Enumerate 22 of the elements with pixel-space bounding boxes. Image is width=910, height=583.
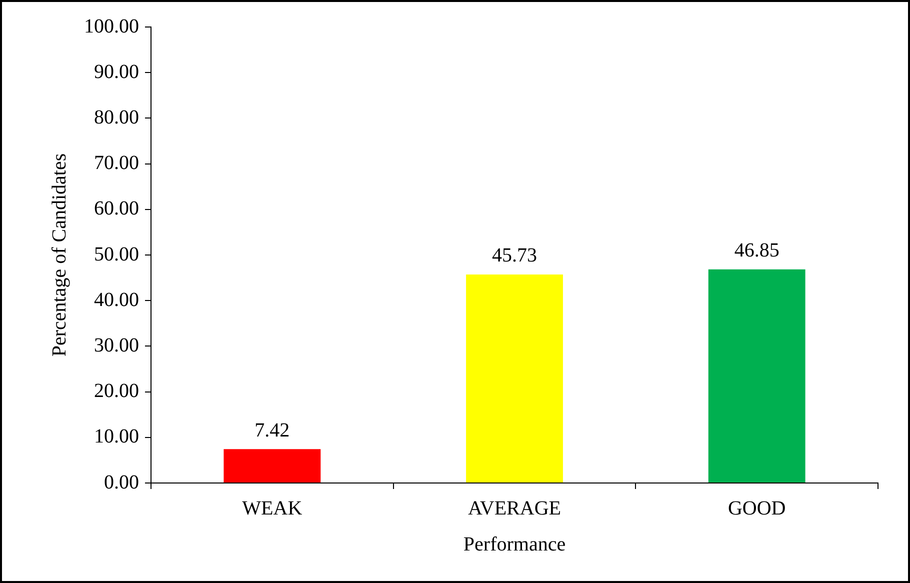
data-label: 46.85 xyxy=(734,240,780,262)
y-tick-label: 60.00 xyxy=(94,198,139,220)
y-tick-label: 30.00 xyxy=(94,334,139,356)
y-tick-label: 0.00 xyxy=(104,471,139,494)
x-axis-title: Performance xyxy=(463,533,566,556)
bar xyxy=(224,449,321,482)
y-tick-label: 100.00 xyxy=(84,15,139,38)
data-label: 45.73 xyxy=(492,244,537,267)
x-tick-label: AVERAGE xyxy=(468,497,561,520)
bar xyxy=(708,269,806,482)
y-tick-label: 50.00 xyxy=(94,243,139,266)
bar xyxy=(466,274,563,482)
y-tick-label: 20.00 xyxy=(94,380,139,402)
x-tick-label: WEAK xyxy=(242,497,303,520)
y-axis-title: Percentage of Candidates xyxy=(48,153,70,357)
y-tick-label: 70.00 xyxy=(94,152,139,174)
y-tick-label: 80.00 xyxy=(94,106,139,128)
y-tick-label: 10.00 xyxy=(94,426,139,448)
data-label: 7.42 xyxy=(254,419,290,442)
y-tick-label: 40.00 xyxy=(94,288,139,311)
x-tick-label: GOOD xyxy=(728,497,786,520)
y-tick-label: 90.00 xyxy=(94,60,139,83)
